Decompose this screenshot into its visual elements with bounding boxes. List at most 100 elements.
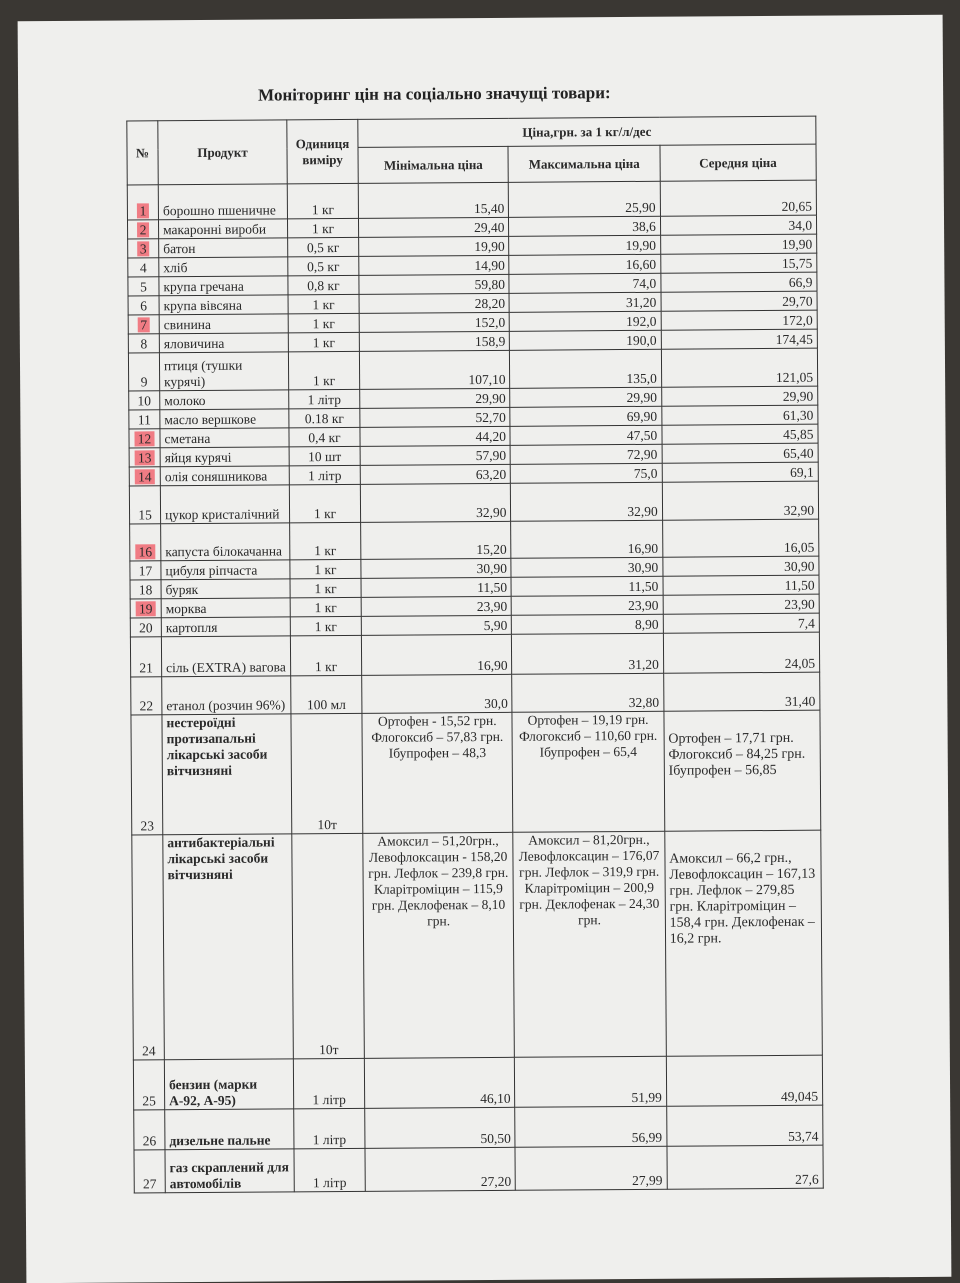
avg-price: 174,45 (661, 329, 818, 350)
product-name: антибактеріальні лікарські засоби вітчиз… (162, 833, 294, 1060)
unit: 1 літр (288, 389, 360, 409)
product-name: крупа гречана (158, 275, 289, 296)
row-number-text: 8 (140, 336, 148, 352)
max-price: Ортофен – 19,19 грн. Флогоксиб – 110,60 … (512, 711, 665, 833)
max-price: 32,80 (512, 673, 664, 713)
avg-price: 31,40 (663, 672, 820, 712)
avg-price: 16,05 (662, 519, 819, 558)
max-price: 23,90 (511, 595, 663, 616)
row-number: 14 (129, 466, 161, 486)
unit: 1 кг (288, 313, 360, 333)
product-name: масло вершкове (159, 408, 289, 429)
row-number-text: 16 (135, 544, 156, 560)
min-price: 44,20 (359, 426, 511, 447)
row-number-text: 19 (135, 601, 156, 617)
row-number: 26 (133, 1109, 165, 1150)
row-number: 5 (127, 276, 160, 296)
max-price: 51,99 (514, 1056, 667, 1108)
row-number: 8 (128, 333, 160, 353)
max-price: 29,90 (510, 387, 662, 408)
unit: 1 кг (290, 597, 362, 617)
max-price: 31,20 (511, 633, 664, 675)
row-number: 24 (131, 834, 165, 1060)
avg-price: 29,90 (661, 386, 818, 407)
row-number: 7 (128, 314, 160, 334)
min-price: 52,70 (359, 407, 511, 428)
avg-price: 19,90 (660, 234, 817, 255)
unit: 1 кг (289, 559, 362, 579)
row-number: 6 (128, 295, 160, 315)
max-price: 135,0 (509, 349, 662, 389)
max-price: 190,0 (509, 330, 662, 351)
min-price: 63,20 (360, 464, 511, 485)
max-price: 32,90 (510, 482, 663, 522)
avg-price: 45,85 (661, 424, 819, 445)
avg-price: 24,05 (663, 632, 820, 674)
avg-price: 32,90 (662, 481, 819, 521)
table-row: 1 борошно пшеничне 1 кг 15,40 25,90 20,65 (127, 180, 817, 220)
product-name: птиця (тушки курячі) (159, 351, 289, 391)
min-price: 27,20 (364, 1147, 516, 1192)
header-avg: Середня ціна (659, 144, 817, 182)
avg-price: 69,1 (661, 462, 819, 483)
unit: 10т (290, 713, 363, 834)
price-table: № Продукт Одиниця виміру Ціна,грн. за 1 … (126, 116, 824, 1194)
unit: 0,5 кг (287, 256, 359, 276)
unit: 1 літр (293, 1058, 365, 1109)
unit: 1 кг (289, 522, 361, 560)
row-number-text: 3 (136, 241, 150, 257)
min-price: 11,50 (361, 577, 512, 598)
row-number-text: 13 (134, 450, 155, 466)
unit: 100 мл (290, 675, 362, 714)
table-row: 21 сіль (EXTRA) вагова 1 кг 16,90 31,20 24,05 (130, 632, 820, 677)
row-number: 25 (133, 1059, 165, 1110)
max-price: 75,0 (510, 463, 663, 484)
max-price: 16,90 (511, 520, 663, 559)
table-row-fuel: 26 дизельне пальне 1 літр 50,50 56,99 53,74 (133, 1105, 823, 1150)
header-max: Максимальна ціна (508, 145, 660, 183)
unit: 1 кг (290, 578, 362, 598)
row-number: 23 (130, 714, 163, 835)
unit: 1 кг (290, 635, 362, 676)
row-number: 1 (127, 184, 159, 220)
product-name: борошно пшеничне (158, 183, 288, 220)
row-number: 10 (128, 390, 160, 410)
product-name: етанол (розчин 96%) (161, 675, 291, 715)
min-price: 32,90 (360, 483, 512, 523)
row-number-text: 4 (139, 260, 147, 276)
table-row-medicine: 23 нестероїдні протизапальні лікарські за… (130, 710, 821, 835)
unit: 1 кг (288, 332, 360, 352)
product-name: яловичина (159, 332, 289, 353)
product-name: бензин (марки А-92, А-95) (164, 1058, 294, 1110)
unit: 1 кг (287, 183, 359, 219)
avg-price: 29,70 (660, 291, 818, 312)
row-number-text: 12 (134, 431, 155, 447)
min-price: 23,90 (361, 596, 512, 617)
row-number-text: 2 (136, 222, 150, 238)
row-number: 11 (128, 409, 160, 429)
max-price: 72,90 (510, 444, 662, 465)
table-row: 22 етанол (розчин 96%) 100 мл 30,0 32,80 31,4… (130, 672, 820, 715)
product-name: газ скраплений для автомобілів (164, 1148, 295, 1193)
row-number: 27 (133, 1149, 166, 1193)
row-number-text: 20 (139, 620, 153, 636)
avg-price: 7,4 (662, 613, 820, 634)
product-name: картопля (161, 616, 291, 637)
unit: 1 кг (288, 294, 360, 314)
product-name: олія соняшникова (160, 465, 290, 486)
avg-price: Амоксил – 66,2 грн., Левофлоксацин – 167… (664, 830, 823, 1057)
table-row-medicine: 24 антибактеріальні лікарські засоби вітч… (131, 830, 823, 1060)
unit: 1 кг (287, 218, 359, 238)
row-number: 16 (129, 523, 161, 561)
max-price: 192,0 (509, 311, 662, 332)
max-price: 38,6 (508, 216, 661, 237)
product-name: свинина (159, 313, 289, 334)
max-price: 8,90 (511, 614, 664, 635)
product-name: молоко (159, 389, 289, 410)
table-row: 16 капуста білокачанна 1 кг 15,20 16,90 16,05 (129, 519, 819, 561)
avg-price: 49,045 (666, 1055, 823, 1107)
min-price: 29,40 (358, 217, 510, 238)
max-price: 27,99 (515, 1146, 668, 1191)
table-row-fuel: 25 бензин (марки А-92, А-95) 1 літр 46,10 51… (133, 1055, 823, 1110)
max-price: Амоксил – 81,20грн., Левофлоксацин – 176… (513, 831, 667, 1058)
